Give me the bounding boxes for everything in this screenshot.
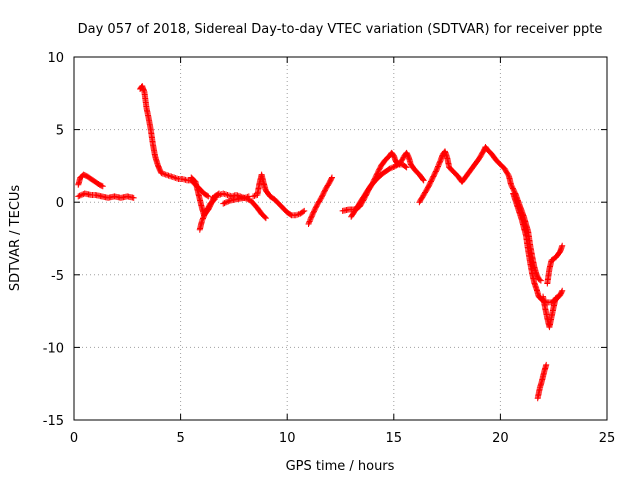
data-point <box>536 276 543 283</box>
data-point <box>309 212 316 219</box>
data-point <box>198 218 205 225</box>
data-point <box>199 215 206 222</box>
data-point <box>434 164 441 171</box>
data-point <box>306 219 313 226</box>
data-point <box>402 163 409 170</box>
data-point <box>537 277 544 284</box>
data-point <box>214 192 221 199</box>
y-tick-label: -10 <box>43 341 64 356</box>
data-point <box>389 164 396 171</box>
data-point <box>79 191 86 198</box>
data-point <box>209 194 216 201</box>
data-point <box>386 165 393 172</box>
data-point <box>241 194 248 201</box>
data-point <box>300 208 307 215</box>
data-point <box>224 198 231 205</box>
data-point <box>433 165 440 172</box>
data-point <box>435 162 442 169</box>
y-tick-label: 0 <box>56 196 64 211</box>
data-point <box>308 214 315 221</box>
data-point <box>130 194 137 201</box>
data-point <box>213 193 220 200</box>
x-tick-label: 20 <box>492 431 509 446</box>
data-point <box>436 160 443 167</box>
data-point <box>307 217 314 224</box>
data-point <box>202 210 209 217</box>
data-point <box>222 199 229 206</box>
data-point <box>242 195 249 202</box>
x-tick-label: 10 <box>279 431 296 446</box>
data-point <box>543 361 550 368</box>
data-point <box>201 212 208 219</box>
data-point <box>99 183 106 190</box>
data-point <box>306 218 313 225</box>
data-point <box>554 293 561 300</box>
data-points <box>75 83 566 402</box>
axis-ticks: 0 5 10 15 20 25 -15 -10 -5 0 5 10 <box>43 51 616 446</box>
data-point <box>553 294 560 301</box>
data-point <box>435 163 442 170</box>
data-point <box>308 213 315 220</box>
data-point <box>262 214 269 221</box>
data-point <box>432 168 439 175</box>
data-point <box>328 174 335 181</box>
data-point <box>77 192 84 199</box>
x-tick-label: 0 <box>70 431 78 446</box>
data-point <box>390 164 397 171</box>
data-point <box>200 214 207 221</box>
data-point <box>301 207 308 214</box>
x-tick-label: 25 <box>599 431 616 446</box>
data-point <box>75 193 82 200</box>
data-point <box>305 220 312 227</box>
data-point <box>221 200 228 207</box>
data-point <box>244 196 251 203</box>
data-point <box>559 242 566 249</box>
data-point <box>420 177 427 184</box>
x-axis-title: GPS time / hours <box>286 459 395 474</box>
data-point <box>559 287 566 294</box>
data-point <box>212 193 219 200</box>
data-point <box>387 165 394 172</box>
x-tick-label: 5 <box>176 431 184 446</box>
y-tick-label: 5 <box>56 124 64 139</box>
data-point <box>245 196 252 203</box>
y-tick-label: -5 <box>51 269 64 284</box>
y-tick-label: -15 <box>43 414 64 429</box>
data-point <box>201 211 208 218</box>
data-point <box>262 215 269 222</box>
data-point <box>419 176 426 183</box>
data-point <box>403 164 410 171</box>
chart-title: Day 057 of 2018, Sidereal Day-to-day VTE… <box>78 22 603 37</box>
data-point <box>436 159 443 166</box>
data-point <box>199 216 206 223</box>
data-point <box>210 194 217 201</box>
data-point <box>433 167 440 174</box>
data-point <box>307 215 314 222</box>
data-point <box>204 192 211 199</box>
data-point <box>220 200 227 207</box>
data-point <box>76 192 83 199</box>
data-point <box>205 193 212 200</box>
data-point <box>328 175 335 182</box>
plot-frame <box>73 56 608 421</box>
x-tick-label: 15 <box>386 431 403 446</box>
data-point <box>225 198 232 205</box>
data-point <box>558 288 565 295</box>
y-tick-label: 10 <box>47 51 64 66</box>
y-axis-title: SDTVAR / TECUs <box>8 185 23 292</box>
